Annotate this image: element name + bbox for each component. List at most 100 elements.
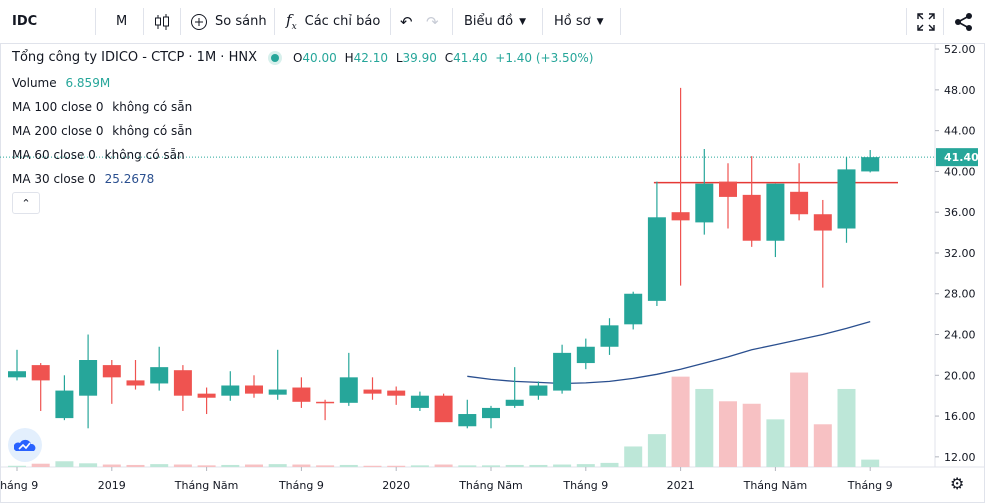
volume-bar [55, 461, 74, 467]
status-dot-icon [270, 53, 279, 62]
ma100-label: MA 100 close 0 [12, 100, 104, 114]
share-icon [955, 12, 972, 31]
volume-bar [647, 434, 666, 467]
candles-icon [155, 13, 169, 30]
candle-body [197, 393, 216, 398]
plus-circle-icon [191, 13, 207, 30]
candle-body [245, 385, 263, 394]
candle-body [410, 395, 429, 408]
chart-type-label: Biểu đồ [464, 14, 514, 29]
candle [813, 199, 832, 288]
candle-body [8, 371, 26, 378]
volume-bar [813, 424, 832, 467]
candle-body [339, 377, 358, 403]
chart-type-dropdown[interactable]: Biểu đồ ▼ [464, 0, 526, 43]
candle-body [482, 407, 500, 419]
legend-ma200[interactable]: MA 200 close 0 không có sẵn [12, 124, 192, 138]
settings-gear-icon[interactable]: ⚙ [950, 474, 965, 493]
chevron-up-icon: ⌃ [21, 196, 31, 210]
volume-bar [742, 403, 761, 467]
candle-body [173, 370, 192, 396]
volume-bar [363, 465, 382, 467]
volume-bar [719, 401, 737, 467]
volume-label: Volume [12, 76, 57, 90]
toolbar-divider [180, 8, 181, 35]
time-tick-label: Tháng 9 [278, 479, 324, 492]
interval-button[interactable]: M [116, 0, 127, 43]
indicators-label: Các chỉ báo [304, 14, 381, 29]
volume-bar [245, 464, 263, 467]
time-tick-label: Tháng Năm [174, 479, 239, 492]
legend-ma100[interactable]: MA 100 close 0 không có sẵn [12, 100, 192, 114]
price-tick-label: 36.00 [944, 206, 976, 219]
profile-dropdown[interactable]: Hồ sơ ▼ [554, 0, 604, 43]
candle [55, 375, 74, 421]
volume-bar [482, 465, 500, 467]
candle-body [742, 194, 761, 241]
candle [624, 291, 643, 330]
legend-ma60[interactable]: MA 60 close 0 không có sẵn [12, 148, 185, 162]
candle-body [292, 387, 311, 402]
legend-ma30[interactable]: MA 30 close 0 25.2678 [12, 172, 154, 186]
volume-bar [529, 464, 548, 467]
undo-button[interactable]: ↶ [400, 0, 413, 43]
candle [102, 360, 121, 404]
compare-button[interactable]: So sánh [190, 0, 267, 43]
candle [766, 183, 785, 258]
volume-bar [624, 446, 643, 467]
volume-bar [8, 465, 26, 467]
toolbar-divider [95, 8, 96, 35]
toolbar-divider [542, 8, 543, 35]
share-button[interactable] [954, 0, 974, 43]
symbol-search[interactable]: IDC [12, 0, 37, 43]
candle-body [813, 214, 832, 231]
candle-body [505, 399, 524, 406]
high-label: H [344, 50, 354, 65]
candle [553, 344, 572, 394]
redo-button[interactable]: ↷ [426, 0, 439, 43]
candle [410, 391, 429, 411]
price-tick-label: 52.00 [944, 44, 976, 56]
low-value: 39.90 [402, 50, 437, 65]
candle [434, 393, 453, 423]
price-tick-label: 24.00 [944, 329, 976, 342]
volume-bar [671, 376, 690, 467]
candle-body [387, 390, 406, 396]
undo-icon: ↶ [400, 12, 413, 31]
candle [600, 318, 619, 355]
toolbar-divider [943, 8, 944, 35]
candle-body [363, 389, 382, 394]
candle [505, 367, 524, 408]
tradingview-logo-icon[interactable] [8, 428, 42, 462]
toolbar-divider [390, 8, 391, 35]
chart-style-button[interactable] [153, 0, 171, 43]
candle-body [150, 367, 169, 384]
candle-body [695, 183, 714, 223]
candle-body [458, 414, 477, 427]
candle [719, 163, 737, 229]
indicators-button[interactable]: fx Các chỉ báo [286, 0, 380, 43]
last-price-badge [936, 148, 978, 167]
legend-volume[interactable]: Volume 6.859M [12, 76, 110, 90]
candle [790, 163, 809, 221]
price-chart[interactable]: 52.00 48.00 44.00 40.00 36.00 32.00 28.00 24.00… [0, 44, 985, 503]
toolbar-divider [620, 8, 621, 35]
candle [150, 346, 169, 391]
fullscreen-button[interactable] [916, 0, 936, 43]
price-tick-label: 16.00 [944, 410, 976, 423]
candle [245, 375, 263, 398]
candle-body [671, 212, 690, 221]
candle [695, 148, 714, 235]
volume-bar [695, 388, 714, 467]
volume-bar [553, 464, 572, 467]
collapse-legend-button[interactable]: ⌃ [12, 192, 40, 214]
volume-bar [221, 464, 240, 467]
candle-body [600, 325, 619, 347]
candle [316, 399, 335, 421]
candle [221, 371, 240, 401]
candle-body [221, 385, 240, 396]
profile-label: Hồ sơ [554, 14, 591, 29]
candle [197, 387, 216, 415]
time-tick-label: Tháng 9 [562, 479, 608, 492]
candle [387, 386, 406, 405]
